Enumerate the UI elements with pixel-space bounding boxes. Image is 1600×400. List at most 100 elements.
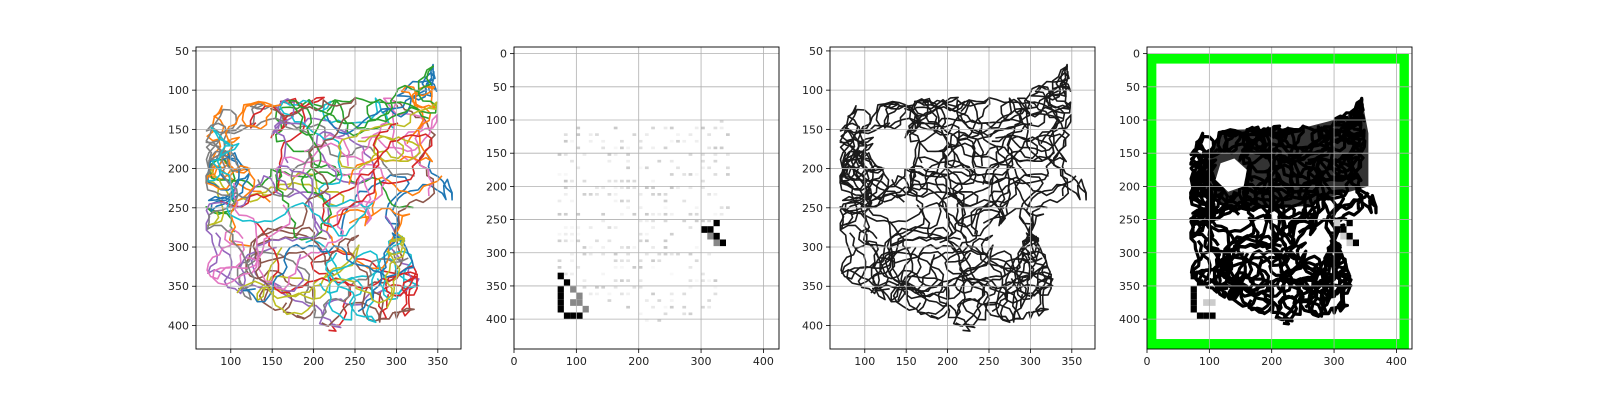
x-tick-label: 200 xyxy=(1261,355,1282,368)
occupancy-mark xyxy=(557,239,562,243)
x-tick-label: 300 xyxy=(691,355,712,368)
occupancy-mark xyxy=(563,272,568,276)
occupancy-mark xyxy=(688,153,693,156)
occupancy-mark xyxy=(707,219,712,223)
occupancy-mark xyxy=(707,305,712,309)
x-tick-label: 250 xyxy=(345,355,366,368)
occupancy-mark xyxy=(701,153,705,156)
mask-cell-dark xyxy=(1340,226,1347,233)
occupancy-mark xyxy=(570,139,574,143)
occupancy-mark xyxy=(644,299,649,302)
occupancy-mark xyxy=(719,206,724,209)
mask-hole xyxy=(1215,158,1247,192)
occupancy-mark xyxy=(676,166,680,170)
x-tick-label: 350 xyxy=(427,355,448,368)
occupancy-mark xyxy=(651,212,655,216)
occupancy-mark xyxy=(563,193,568,196)
occupancy-mark xyxy=(651,226,655,229)
occupancy-cell-gray xyxy=(570,285,577,293)
occupancy-mark xyxy=(570,259,574,263)
occupancy-mark xyxy=(663,193,668,196)
trajectory-line xyxy=(913,97,1028,209)
occupancy-cell-gray xyxy=(713,239,720,247)
occupancy-mark xyxy=(595,292,599,296)
occupancy-mark xyxy=(707,252,712,256)
occupancy-mark xyxy=(644,232,649,236)
occupancy-mark xyxy=(613,199,618,203)
occupancy-mark xyxy=(576,126,581,130)
occupancy-mark xyxy=(563,139,568,143)
occupancy-mark xyxy=(688,285,693,289)
occupancy-mark xyxy=(688,312,693,316)
occupancy-mark xyxy=(626,179,630,183)
occupancy-mark xyxy=(663,219,668,223)
occupancy-mark xyxy=(601,212,606,216)
occupancy-mark xyxy=(701,272,705,276)
occupancy-mark xyxy=(663,212,668,216)
occupancy-mark xyxy=(576,239,581,243)
occupancy-mark xyxy=(570,252,574,256)
trajectory-line xyxy=(971,101,1072,170)
occupancy-mark xyxy=(626,252,630,256)
occupancy-cell-dark xyxy=(707,226,714,233)
occupancy-mark xyxy=(607,153,612,156)
y-tick-label: 150 xyxy=(1119,147,1140,160)
occupancy-mark xyxy=(582,179,587,183)
occupancy-mark xyxy=(694,206,699,209)
occupancy-mark xyxy=(694,246,699,249)
plot-area xyxy=(830,47,1095,349)
trajectory-line xyxy=(874,232,1049,313)
occupancy-cell-gray xyxy=(570,299,577,306)
axes-frame xyxy=(195,46,462,350)
occupancy-mark xyxy=(707,146,712,150)
occupancy-mark xyxy=(632,266,637,269)
x-tick-label: 200 xyxy=(628,355,649,368)
occupancy-mark xyxy=(688,252,693,256)
occupancy-mark xyxy=(669,272,674,276)
occupancy-mark xyxy=(632,246,637,249)
occupancy-cell-dark xyxy=(570,312,577,320)
occupancy-mark xyxy=(676,133,680,136)
occupancy-mark xyxy=(713,126,718,130)
occupancy-mark xyxy=(563,232,568,236)
occupancy-mark xyxy=(601,139,606,143)
occupancy-mark xyxy=(595,193,599,196)
occupancy-mark xyxy=(626,159,630,163)
trajectory-line xyxy=(908,97,1024,185)
occupancy-mark xyxy=(719,212,724,216)
y-tick-label: 100 xyxy=(168,84,189,97)
occupancy-mark xyxy=(701,166,705,170)
occupancy-mark xyxy=(669,299,674,302)
y-tick-label: 400 xyxy=(802,319,823,332)
occupancy-mark xyxy=(638,139,643,143)
occupancy-mark xyxy=(701,159,705,163)
plot-content xyxy=(839,63,1087,332)
x-tick-label: 400 xyxy=(1386,355,1407,368)
mask-cell-dark xyxy=(1190,305,1197,313)
occupancy-mark xyxy=(576,166,581,170)
trajectory-line xyxy=(955,122,1067,228)
occupancy-mark xyxy=(669,173,674,176)
occupancy-mark xyxy=(576,266,581,269)
mask-cell-dark xyxy=(1346,232,1353,240)
occupancy-mark xyxy=(607,159,612,163)
trajectory-line xyxy=(849,165,966,295)
occupancy-mark xyxy=(644,219,649,223)
occupancy-mark xyxy=(557,259,562,263)
occupancy-mark xyxy=(726,166,730,170)
occupancy-mark xyxy=(682,139,687,143)
occupancy-mark xyxy=(613,266,618,269)
occupancy-mark xyxy=(707,133,712,136)
occupancy-mark xyxy=(651,126,655,130)
occupancy-mark xyxy=(694,219,699,223)
y-tick-label: 0 xyxy=(1133,48,1140,61)
occupancy-mark xyxy=(620,212,624,216)
occupancy-mark xyxy=(582,246,587,249)
occupancy-mark xyxy=(557,212,562,216)
occupancy-mark xyxy=(651,246,655,249)
trajectory-line xyxy=(240,232,415,313)
trajectory-line xyxy=(321,122,433,228)
occupancy-mark xyxy=(576,226,581,229)
plot-content xyxy=(557,120,730,322)
occupancy-mark xyxy=(563,153,568,156)
